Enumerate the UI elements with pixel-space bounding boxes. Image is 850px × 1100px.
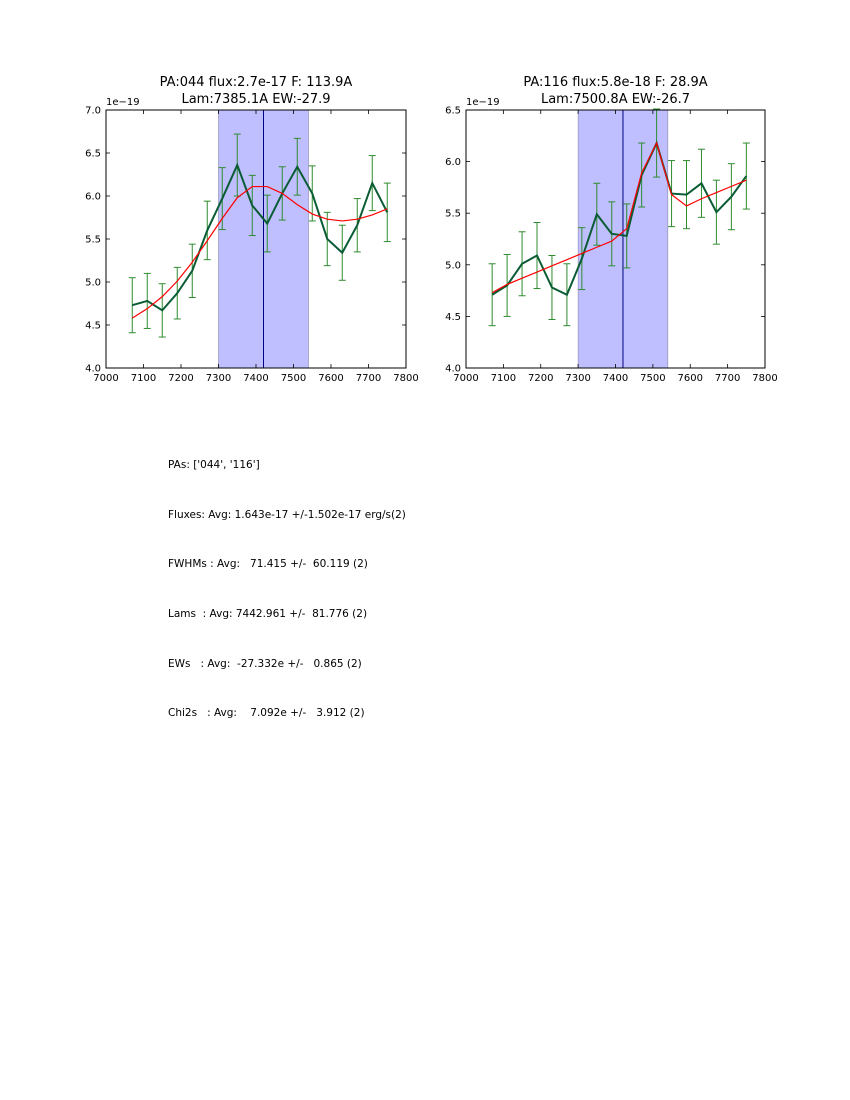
y-tick-label: 6.5 [445,106,461,117]
y-tick-label: 5.5 [85,235,101,246]
data-series-line [131,162,389,312]
summary-pas: PAs: ['044', '116'] [168,459,260,471]
x-tick-label: 7400 [243,373,268,384]
x-tick-label: 7400 [603,373,628,384]
axis-offset-label: 1e−19 [466,97,500,108]
x-tick-label: 7600 [678,373,703,384]
x-tick-label: 7700 [356,373,381,384]
y-tick-label: 6.0 [445,157,461,168]
y-tick-label: 4.5 [85,321,101,332]
summary-fwhms: FWHMs : Avg: 71.415 +/- 60.119 (2) [168,558,368,571]
summary-ews: EWs : Avg: -27.332e +/- 0.865 (2) [168,657,362,670]
chart-title-line2: Lam:7385.1A EW:-27.9 [181,92,330,107]
x-tick-label: 7300 [206,373,231,384]
y-tick-label: 5.0 [445,260,461,271]
chart-title-line2: Lam:7500.8A EW:-26.7 [541,92,690,107]
x-tick-label: 7200 [168,373,193,384]
summary-chi2s: Chi2s : Avg: 7.092e +/- 3.912 (2) [168,707,365,720]
chart-title-line1: PA:044 flux:2.7e-17 F: 113.9A [160,75,353,90]
model-series-line [131,185,388,319]
x-tick-label: 7000 [93,373,118,384]
y-tick-label: 7.0 [85,106,101,117]
chart-title-line1: PA:116 flux:5.8e-18 F: 28.9A [523,75,707,90]
x-tick-label: 7800 [752,373,777,384]
model-series-line [491,141,747,294]
x-tick-label: 7100 [131,373,156,384]
x-tick-label: 7000 [453,373,478,384]
x-tick-label: 7500 [281,373,306,384]
summary-text: PAs: ['044', '116'] Fluxes: Avg: 1.643e-… [168,435,406,745]
x-tick-label: 7600 [318,373,343,384]
x-tick-label: 7300 [565,373,590,384]
y-tick-label: 4.0 [445,364,461,375]
x-tick-label: 7800 [393,373,418,384]
y-tick-label: 4.5 [445,312,461,323]
plot-panel-1: 7000 7100 7200 7300 7400 7500 7600 7700 7800 4.0 4… [85,75,419,384]
y-tick-label: 5.5 [445,209,461,220]
y-tick-label: 5.0 [85,278,101,289]
y-tick-label: 4.0 [85,364,101,375]
summary-fluxes: Fluxes: Avg: 1.643e-17 +/-1.502e-17 erg/… [168,508,406,521]
summary-lams: Lams : Avg: 7442.961 +/- 81.776 (2) [168,608,368,621]
plot-panel-2: 7000 7100 7200 7300 7400 7500 7600 7700 7800 4.0 4… [445,75,778,384]
axis-offset-label: 1e−19 [106,97,140,108]
y-tick-label: 6.0 [85,192,101,203]
x-tick-label: 7100 [491,373,516,384]
x-tick-label: 7500 [640,373,665,384]
x-tick-label: 7700 [715,373,740,384]
y-tick-label: 6.5 [85,149,101,160]
x-tick-label: 7200 [528,373,553,384]
